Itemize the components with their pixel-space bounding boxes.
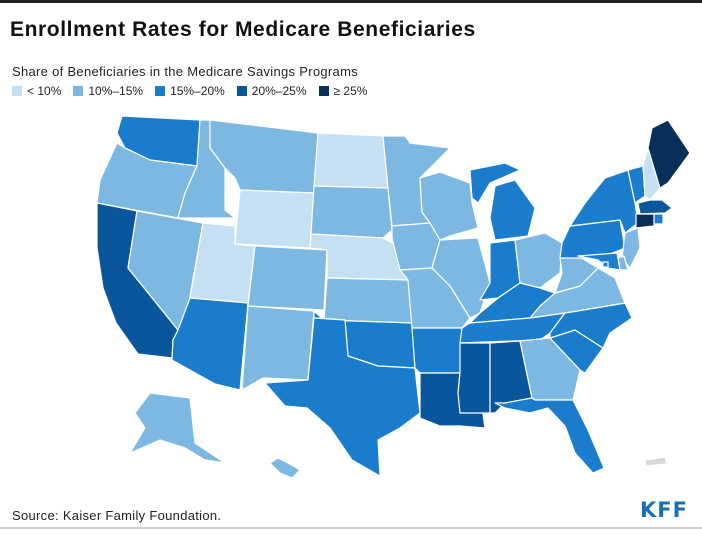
legend-item-20-25: 20%–25%: [236, 84, 307, 98]
state-ia[interactable]: [391, 222, 441, 271]
state-tx[interactable]: [264, 317, 421, 477]
state-pr: [644, 456, 668, 467]
kff-logo: KFF: [640, 498, 688, 522]
state-co[interactable]: [247, 245, 328, 311]
state-il[interactable]: [431, 237, 491, 319]
state-ri[interactable]: [653, 213, 664, 225]
bottom-rule: [0, 527, 702, 529]
state-nh[interactable]: [642, 147, 661, 201]
us-map: [0, 108, 702, 483]
state-nm[interactable]: [241, 305, 315, 391]
state-ks[interactable]: [323, 277, 413, 324]
legend-title: Share of Beneficiaries in the Medicare S…: [12, 64, 358, 79]
state-ct[interactable]: [635, 213, 655, 229]
state-mt[interactable]: [209, 119, 319, 194]
top-rule: [0, 0, 702, 3]
legend-label: 10%–15%: [88, 84, 144, 98]
state-wy[interactable]: [234, 189, 315, 249]
state-nd[interactable]: [313, 132, 389, 189]
legend-swatch: [12, 86, 22, 96]
legend-label: 20%–25%: [251, 84, 307, 98]
state-ma[interactable]: [637, 199, 673, 215]
legend-label: 15%–20%: [170, 84, 225, 98]
state-fl[interactable]: [494, 397, 605, 474]
legend-swatch: [155, 86, 166, 96]
state-hi[interactable]: [269, 457, 301, 479]
legend-item-10-15: 10%–15%: [73, 84, 143, 98]
state-mi[interactable]: [469, 162, 536, 241]
state-wi[interactable]: [419, 171, 479, 241]
legend-swatch: [73, 86, 84, 96]
legend-label: < 10%: [27, 84, 62, 98]
legend-item-gte25: ≥ 25%: [318, 84, 368, 98]
state-ar[interactable]: [411, 327, 463, 374]
legend-label: ≥ 25%: [333, 84, 368, 98]
legend-swatch: [318, 86, 329, 96]
source-note: Source: Kaiser Family Foundation.: [12, 508, 222, 523]
legend: < 10% 10%–15% 15%–20% 20%–25% ≥ 25%: [12, 84, 379, 98]
state-me[interactable]: [647, 119, 691, 189]
state-oh[interactable]: [514, 232, 563, 289]
state-sd[interactable]: [310, 185, 393, 239]
state-ms[interactable]: [457, 342, 491, 414]
state-nj[interactable]: [621, 227, 641, 269]
legend-swatch: [236, 86, 247, 96]
chart-title: Enrollment Rates for Medicare Beneficiar…: [10, 18, 476, 41]
state-ak[interactable]: [129, 392, 226, 464]
state-md[interactable]: [577, 252, 621, 271]
legend-item-15-20: 15%–20%: [155, 84, 225, 98]
state-dc[interactable]: [602, 261, 609, 268]
legend-item-lt10: < 10%: [12, 84, 61, 98]
